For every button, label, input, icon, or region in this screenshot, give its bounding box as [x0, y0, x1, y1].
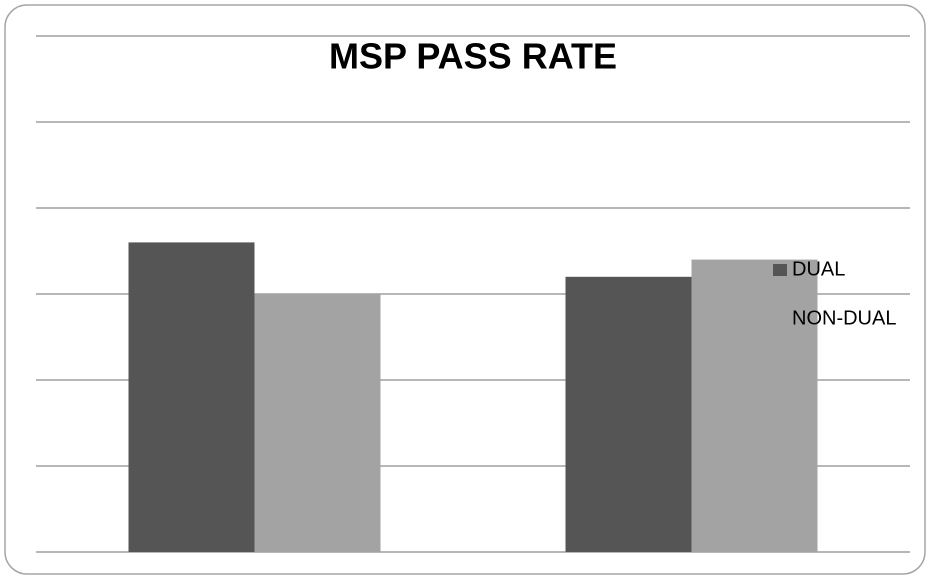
legend-label: NON-DUAL [792, 307, 896, 329]
legend-label: DUAL [792, 258, 845, 280]
bar [691, 259, 818, 552]
bar [254, 294, 381, 552]
bar [128, 242, 255, 552]
bar [565, 276, 692, 552]
legend-swatch [773, 264, 787, 276]
legend-swatch [773, 313, 787, 325]
chart-title: MSP PASS RATE [329, 36, 617, 77]
